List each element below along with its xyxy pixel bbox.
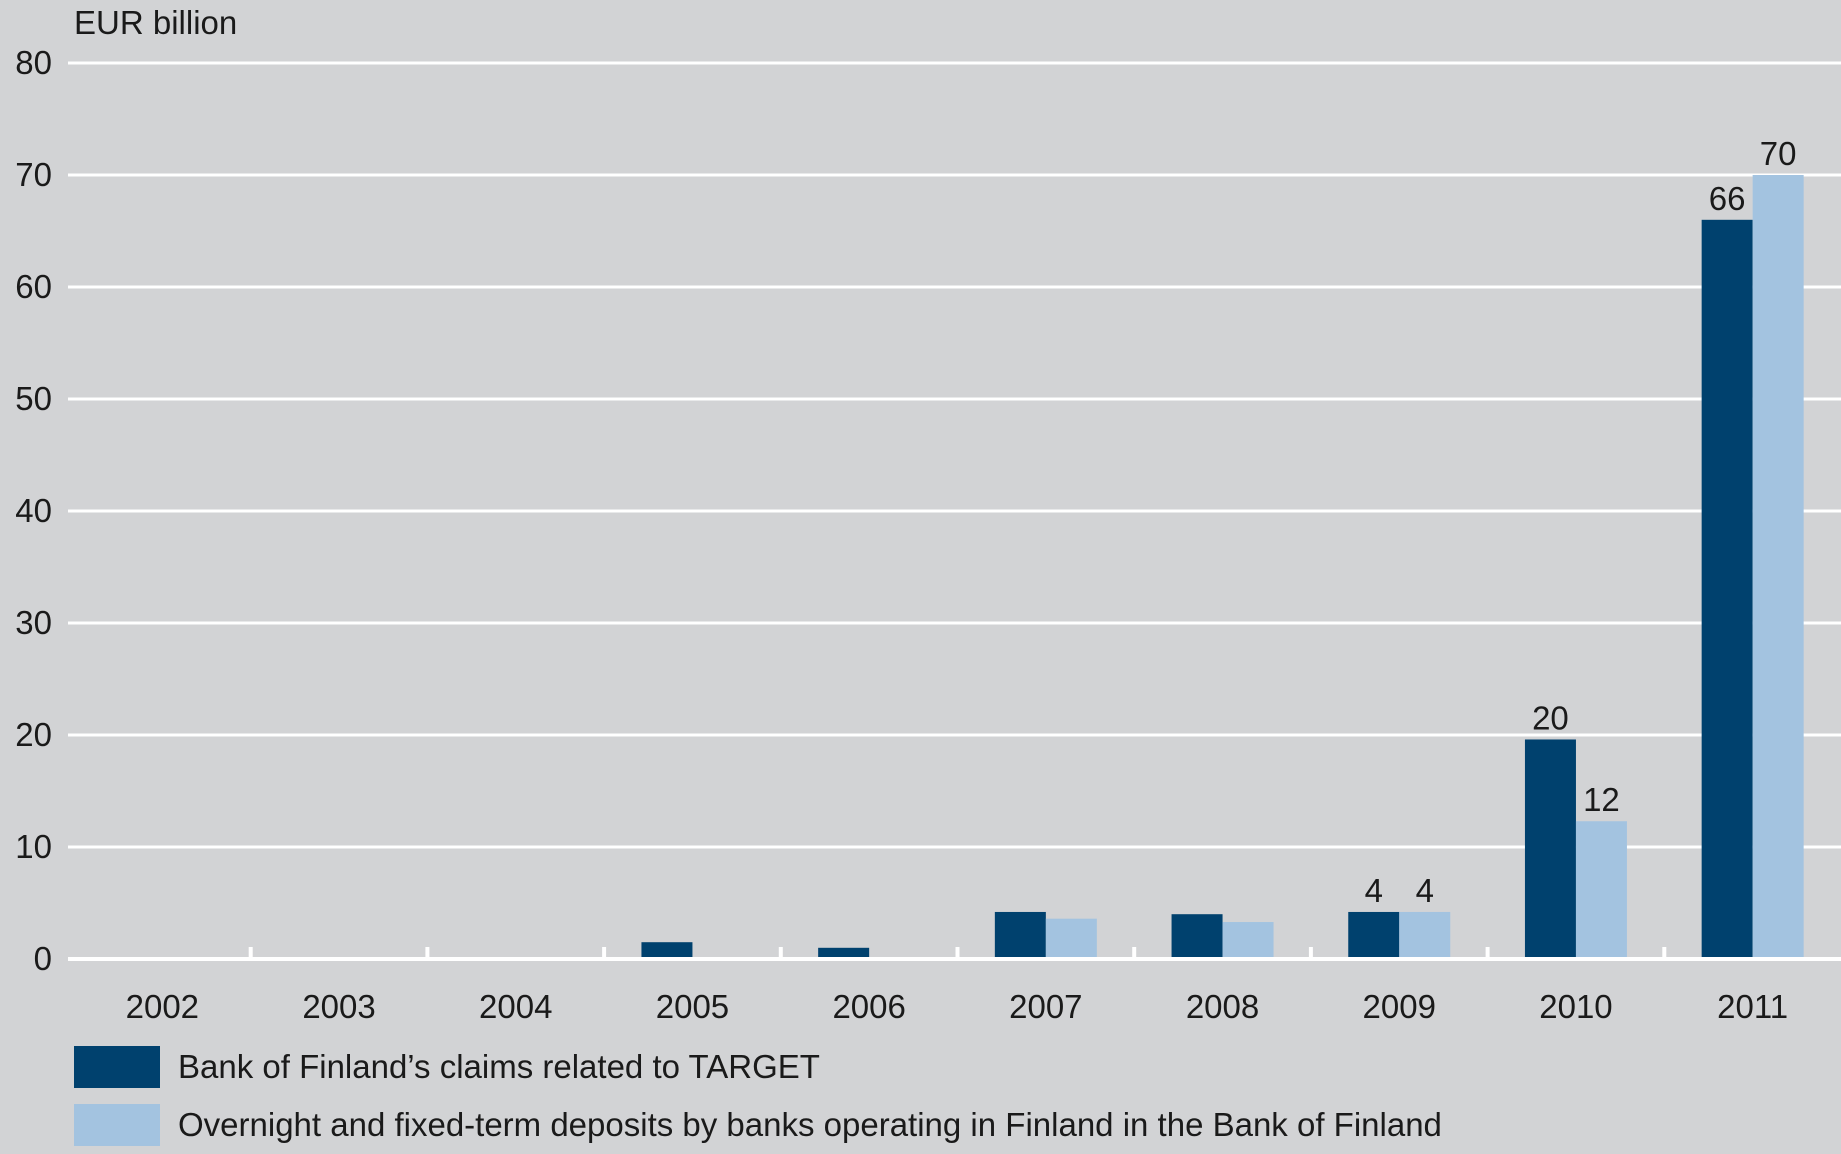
y-tick-label: 70 xyxy=(15,156,52,193)
x-tick-label: 2010 xyxy=(1539,988,1612,1025)
legend-item-deposits: Overnight and fixed-term deposits by ban… xyxy=(74,1096,1442,1154)
x-tick-label: 2008 xyxy=(1186,988,1259,1025)
bar xyxy=(1348,911,1400,959)
y-tick-label: 80 xyxy=(15,44,52,81)
x-tick-label: 2004 xyxy=(479,988,552,1025)
bar xyxy=(1399,911,1451,959)
y-tick-label: 20 xyxy=(15,716,52,753)
data-label: 70 xyxy=(1760,135,1797,172)
data-labels: 4 4 20 12 66 70 xyxy=(1365,135,1797,909)
y-tick-label: 50 xyxy=(15,380,52,417)
legend-label: Overnight and fixed-term deposits by ban… xyxy=(178,1106,1442,1143)
x-tick-label: 2011 xyxy=(1717,988,1788,1025)
bar xyxy=(994,911,1046,959)
legend-swatch-light-blue xyxy=(74,1104,160,1146)
grid-lines xyxy=(68,61,1841,849)
x-tick-label: 2007 xyxy=(1009,988,1082,1025)
bar xyxy=(1045,918,1097,959)
data-label: 66 xyxy=(1709,180,1746,217)
y-tick-label: 10 xyxy=(15,828,52,865)
y-tick-label: 40 xyxy=(15,492,52,529)
legend-label: Bank of Finland’s claims related to TARG… xyxy=(178,1048,820,1085)
bar xyxy=(1524,739,1576,959)
x-tick-label: 2005 xyxy=(656,988,729,1025)
bar xyxy=(1575,821,1627,959)
y-tick-label: 30 xyxy=(15,604,52,641)
data-label: 4 xyxy=(1416,872,1434,909)
x-tick-label: 2003 xyxy=(302,988,375,1025)
x-tick-label: 2006 xyxy=(832,988,905,1025)
y-tick-labels: 0 10 20 30 40 50 60 70 80 xyxy=(15,44,52,977)
legend-item-target-claims: Bank of Finland’s claims related to TARG… xyxy=(74,1038,1442,1096)
data-label: 20 xyxy=(1532,699,1569,736)
x-tick-labels: 2002 2003 2004 2005 2006 2007 2008 2009 2010 2011 xyxy=(126,988,1788,1025)
bar xyxy=(1171,914,1223,959)
bar xyxy=(641,942,693,959)
legend: Bank of Finland’s claims related to TARG… xyxy=(74,1038,1442,1154)
x-tick-label: 2009 xyxy=(1363,988,1436,1025)
data-label: 4 xyxy=(1365,872,1383,909)
x-axis xyxy=(68,947,1841,961)
legend-swatch-dark-blue xyxy=(74,1046,160,1088)
y-axis-title: EUR billion xyxy=(74,4,237,41)
bar xyxy=(1222,922,1274,959)
bar xyxy=(1752,175,1804,959)
y-tick-label: 60 xyxy=(15,268,52,305)
bars xyxy=(641,175,1804,960)
bar xyxy=(818,947,870,959)
data-label: 12 xyxy=(1583,781,1620,818)
bar xyxy=(1701,219,1753,960)
x-tick-label: 2002 xyxy=(126,988,199,1025)
y-tick-label: 0 xyxy=(34,940,52,977)
